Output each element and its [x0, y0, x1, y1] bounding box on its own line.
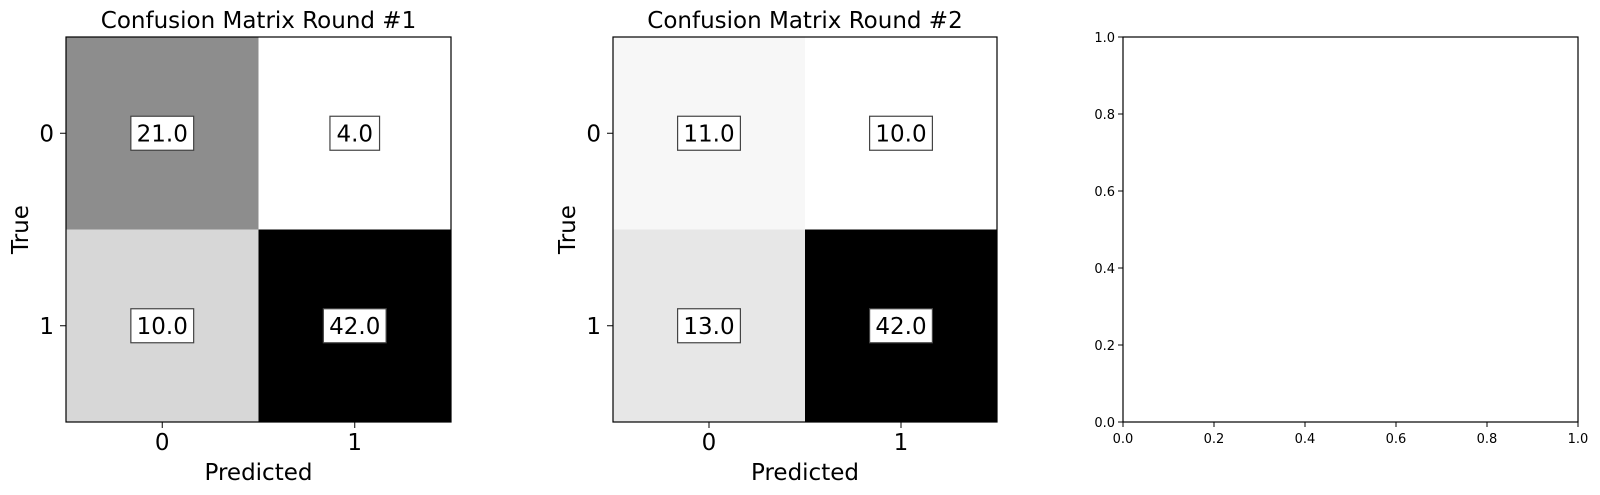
x-tick-label-0: 0.0: [1113, 432, 1134, 447]
cell-value-label-r1-c1: 42.0: [329, 314, 380, 340]
cell-value-label-r0-c0: 21.0: [137, 121, 188, 147]
x-tick-label-1: 0.2: [1204, 432, 1225, 447]
y-axis-label: True: [8, 205, 34, 255]
plot-frame: [65, 36, 452, 423]
cell-label-box-r1-c0: [676, 308, 741, 344]
y-tick-label-0: 0.0: [1094, 416, 1115, 431]
cell-label-box-r0-c1: [868, 115, 933, 151]
cell-value-label-r0-c0: 11.0: [683, 121, 734, 147]
y-tick-label-4: 0.8: [1094, 108, 1115, 123]
cell-label-box-r1-c1: [322, 308, 387, 344]
x-tick-label-1: 1: [347, 430, 362, 456]
y-tick-label-5: 1.0: [1094, 31, 1115, 46]
cell-label-box-r1-c0: [130, 308, 195, 344]
x-tick-label-5: 1.0: [1568, 432, 1589, 447]
cell-value-label-r0-c1: 4.0: [336, 121, 373, 147]
cell-label-box-r0-c0: [676, 115, 741, 151]
y-tick-label-1: 1: [39, 314, 54, 340]
x-axis-label: Predicted: [751, 460, 859, 486]
cell-value-label-r1-c1: 42.0: [875, 314, 926, 340]
x-tick-label-3: 0.6: [1386, 432, 1407, 447]
confusion-matrix-panel-1: 21.0 4.0 10.0 42.0 0 1 0 1 Confusion Matrix Roun…: [8, 8, 452, 486]
y-tick-label-2: 0.4: [1094, 262, 1115, 277]
x-axis-label: Predicted: [205, 460, 313, 486]
y-tick-label-0: 0: [39, 121, 54, 147]
cell-label-box-r0-c0: [130, 115, 195, 151]
cell-value-label-r0-c1: 10.0: [875, 121, 926, 147]
y-tick-label-1: 0.2: [1094, 339, 1115, 354]
y-tick-label-3: 0.6: [1094, 185, 1115, 200]
x-tick-label-4: 0.8: [1477, 432, 1498, 447]
x-tick-label-0: 0: [702, 430, 717, 456]
x-tick-label-1: 1: [894, 430, 909, 456]
plot-frame: [612, 36, 998, 423]
y-tick-label-0: 0: [586, 121, 601, 147]
y-tick-label-1: 1: [586, 314, 601, 340]
x-tick-label-0: 0: [155, 430, 170, 456]
chart-title: Confusion Matrix Round #1: [101, 8, 416, 34]
y-axis-label: True: [555, 205, 581, 255]
cell-label-box-r1-c1: [868, 308, 933, 344]
confusion-matrix-panel-2: 11.0 10.0 13.0 42.0 0 1 0 1 Confusion Matrix Rou…: [555, 8, 998, 486]
x-tick-label-2: 0.4: [1295, 432, 1316, 447]
cell-value-label-r1-c0: 13.0: [683, 314, 734, 340]
plot-frame: [1122, 36, 1579, 423]
cell-value-label-r1-c0: 10.0: [137, 314, 188, 340]
cell-label-box-r0-c1: [329, 115, 381, 151]
empty-axes-panel: 0.0 0.2 0.4 0.6 0.8 1.0 0.0 0.2 0.4 0.6 0.8 1.0: [1094, 31, 1588, 447]
chart-title: Confusion Matrix Round #2: [647, 8, 962, 34]
